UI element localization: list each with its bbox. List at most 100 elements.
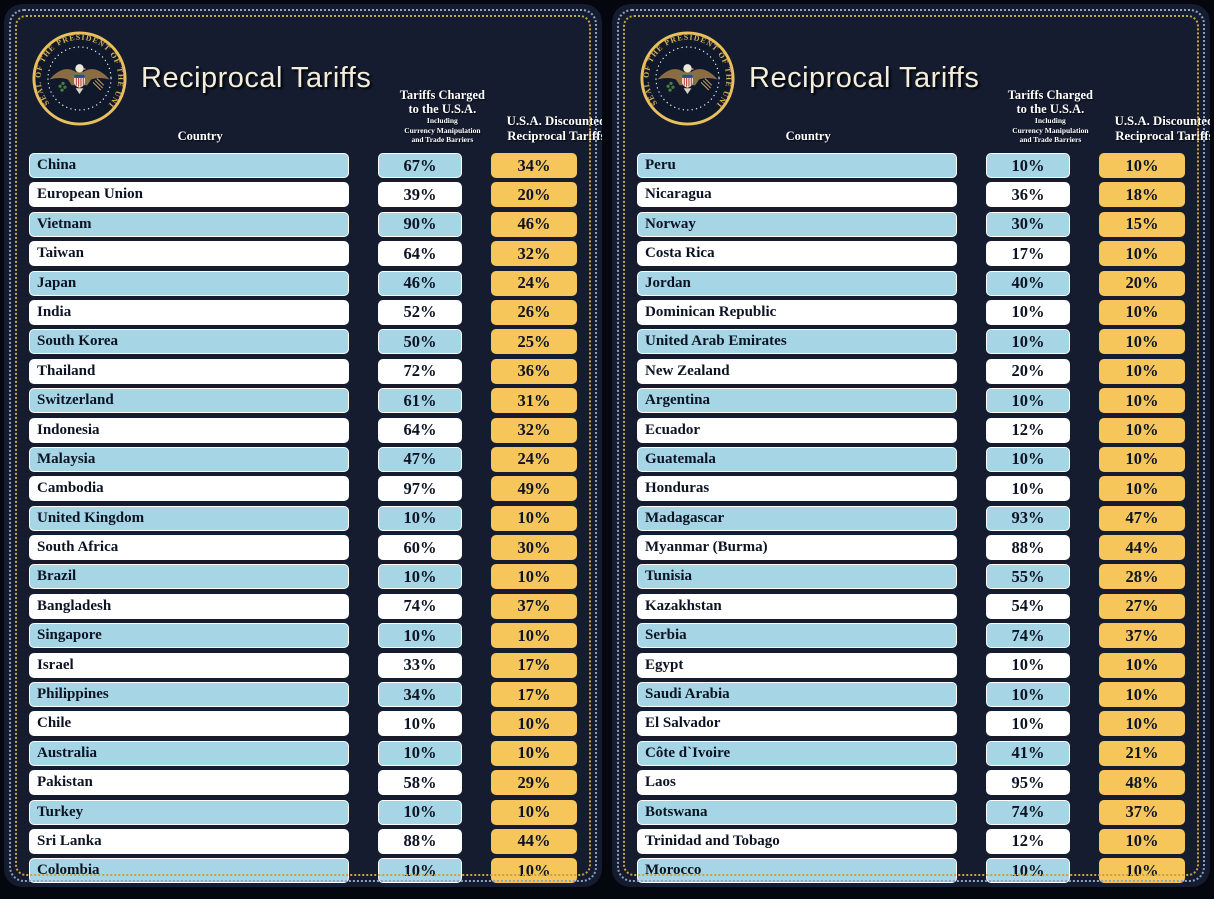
- charged-cell: 33%: [378, 652, 462, 678]
- discounted-cell: 46%: [491, 211, 577, 237]
- discounted-cell: 10%: [491, 623, 577, 649]
- country-cell: Sri Lanka: [29, 828, 349, 854]
- panel-title: Reciprocal Tariffs: [749, 62, 980, 94]
- table-row: Indonesia 64% 32%: [29, 417, 577, 443]
- table-row: Côte d`Ivoire 41% 21%: [637, 740, 1185, 766]
- charged-cell: 10%: [986, 446, 1070, 472]
- charged-cell: 47%: [378, 446, 462, 472]
- charged-header-sub3: and Trade Barriers: [411, 135, 474, 145]
- charged-cell: 10%: [986, 652, 1070, 678]
- charged-header-line1: Tariffs Charged: [1007, 87, 1094, 102]
- country-cell: Costa Rica: [637, 241, 957, 267]
- table-row: China 67% 34%: [29, 153, 577, 178]
- discounted-cell: 25%: [491, 329, 577, 355]
- rows-panel-1: China 67% 34% European Union 39% 20% Vietnam 90…: [4, 148, 602, 884]
- country-cell: China: [29, 153, 349, 178]
- country-cell: Chile: [29, 711, 349, 737]
- country-cell: Israel: [29, 652, 349, 678]
- country-cell: Honduras: [637, 476, 957, 502]
- charged-cell: 95%: [986, 770, 1070, 796]
- country-cell: Botswana: [637, 799, 957, 825]
- country-cell: Singapore: [29, 623, 349, 649]
- rows-panel-2: Peru 10% 10% Nicaragua 36% 18% Norway 30% 15% Cos…: [612, 148, 1210, 884]
- table-row: Australia 10% 10%: [29, 740, 577, 766]
- country-cell: Turkey: [29, 799, 349, 825]
- charged-cell: 10%: [378, 564, 462, 590]
- country-cell: Pakistan: [29, 770, 349, 796]
- charged-cell: 64%: [378, 417, 462, 443]
- charged-header-sub1: Including: [1034, 115, 1066, 125]
- charged-cell: 10%: [378, 623, 462, 649]
- discounted-cell: 15%: [1099, 211, 1185, 237]
- table-row: Dominican Republic 10% 10%: [637, 299, 1185, 325]
- country-cell: Switzerland: [29, 388, 349, 414]
- country-cell: El Salvador: [637, 711, 957, 737]
- charged-cell: 58%: [378, 770, 462, 796]
- tariff-panel-right: SEAL OF THE PRESIDENT OF THE UNITED STAT…: [612, 4, 1210, 887]
- table-row: Japan 46% 24%: [29, 270, 577, 296]
- discounted-cell: 17%: [491, 682, 577, 708]
- charged-cell: 10%: [986, 153, 1070, 178]
- charged-cell: 10%: [986, 476, 1070, 502]
- country-cell: Guatemala: [637, 446, 957, 472]
- table-row: Norway 30% 15%: [637, 211, 1185, 237]
- charged-header-sub2: Currency Manipulation: [1012, 125, 1089, 135]
- discounted-cell: 29%: [491, 770, 577, 796]
- table-row: Cambodia 97% 49%: [29, 476, 577, 502]
- column-header-charged: Tariffs Charged to the U.S.A. Including …: [984, 88, 1116, 148]
- discounted-cell: 32%: [491, 241, 577, 267]
- table-row: Vietnam 90% 46%: [29, 211, 577, 237]
- tariff-panel-left: SEAL OF THE PRESIDENT OF THE UNITED STAT…: [4, 4, 602, 887]
- country-cell: Ecuador: [637, 417, 957, 443]
- table-row: Nicaragua 36% 18%: [637, 182, 1185, 208]
- table-row: Malaysia 47% 24%: [29, 446, 577, 472]
- country-cell: Thailand: [29, 358, 349, 384]
- charged-cell: 61%: [378, 388, 462, 414]
- table-row: Pakistan 58% 29%: [29, 770, 577, 796]
- country-cell: Philippines: [29, 682, 349, 708]
- discounted-cell: 10%: [1099, 828, 1185, 854]
- table-row: United Arab Emirates 10% 10%: [637, 329, 1185, 355]
- table-row: Myanmar (Burma) 88% 44%: [637, 535, 1185, 561]
- charged-cell: 20%: [986, 358, 1070, 384]
- discounted-cell: 10%: [1099, 299, 1185, 325]
- discounted-header-line2: Reciprocal Tariffs: [1115, 128, 1210, 143]
- eagle-emblem: [657, 64, 718, 95]
- discounted-cell: 37%: [1099, 799, 1185, 825]
- country-cell: South Korea: [29, 329, 349, 355]
- table-row: South Korea 50% 25%: [29, 329, 577, 355]
- table-row: Serbia 74% 37%: [637, 623, 1185, 649]
- presidential-seal-icon: SEAL OF THE PRESIDENT OF THE UNITED STAT…: [31, 30, 127, 126]
- country-cell: United Arab Emirates: [637, 329, 957, 355]
- discounted-cell: 10%: [1099, 153, 1185, 178]
- discounted-cell: 10%: [1099, 652, 1185, 678]
- charged-cell: 12%: [986, 417, 1070, 443]
- discounted-cell: 10%: [1099, 358, 1185, 384]
- country-cell: Trinidad and Tobago: [637, 828, 957, 854]
- charged-cell: 39%: [378, 182, 462, 208]
- country-cell: Serbia: [637, 623, 957, 649]
- table-row: Trinidad and Tobago 12% 10%: [637, 828, 1185, 854]
- country-cell: Laos: [637, 770, 957, 796]
- charged-header-line2: to the U.S.A.: [408, 101, 477, 116]
- table-row: Colombia 10% 10%: [29, 858, 577, 884]
- panel-title: Reciprocal Tariffs: [141, 62, 372, 94]
- presidential-seal-icon: SEAL OF THE PRESIDENT OF THE UNITED STAT…: [639, 30, 735, 126]
- charged-cell: 10%: [378, 740, 462, 766]
- discounted-cell: 10%: [491, 740, 577, 766]
- charged-cell: 10%: [378, 711, 462, 737]
- table-row: Thailand 72% 36%: [29, 358, 577, 384]
- table-row: Guatemala 10% 10%: [637, 446, 1185, 472]
- table-row: Jordan 40% 20%: [637, 270, 1185, 296]
- discounted-cell: 10%: [1099, 446, 1185, 472]
- country-cell: Dominican Republic: [637, 299, 957, 325]
- country-cell: Tunisia: [637, 564, 957, 590]
- country-cell: Japan: [29, 270, 349, 296]
- column-header-country: Country: [785, 129, 831, 143]
- discounted-cell: 10%: [491, 799, 577, 825]
- country-cell: Myanmar (Burma): [637, 535, 957, 561]
- charged-cell: 10%: [986, 299, 1070, 325]
- column-header-country: Country: [177, 129, 223, 143]
- brand: SEAL OF THE PRESIDENT OF THE UNITED STAT…: [639, 30, 979, 127]
